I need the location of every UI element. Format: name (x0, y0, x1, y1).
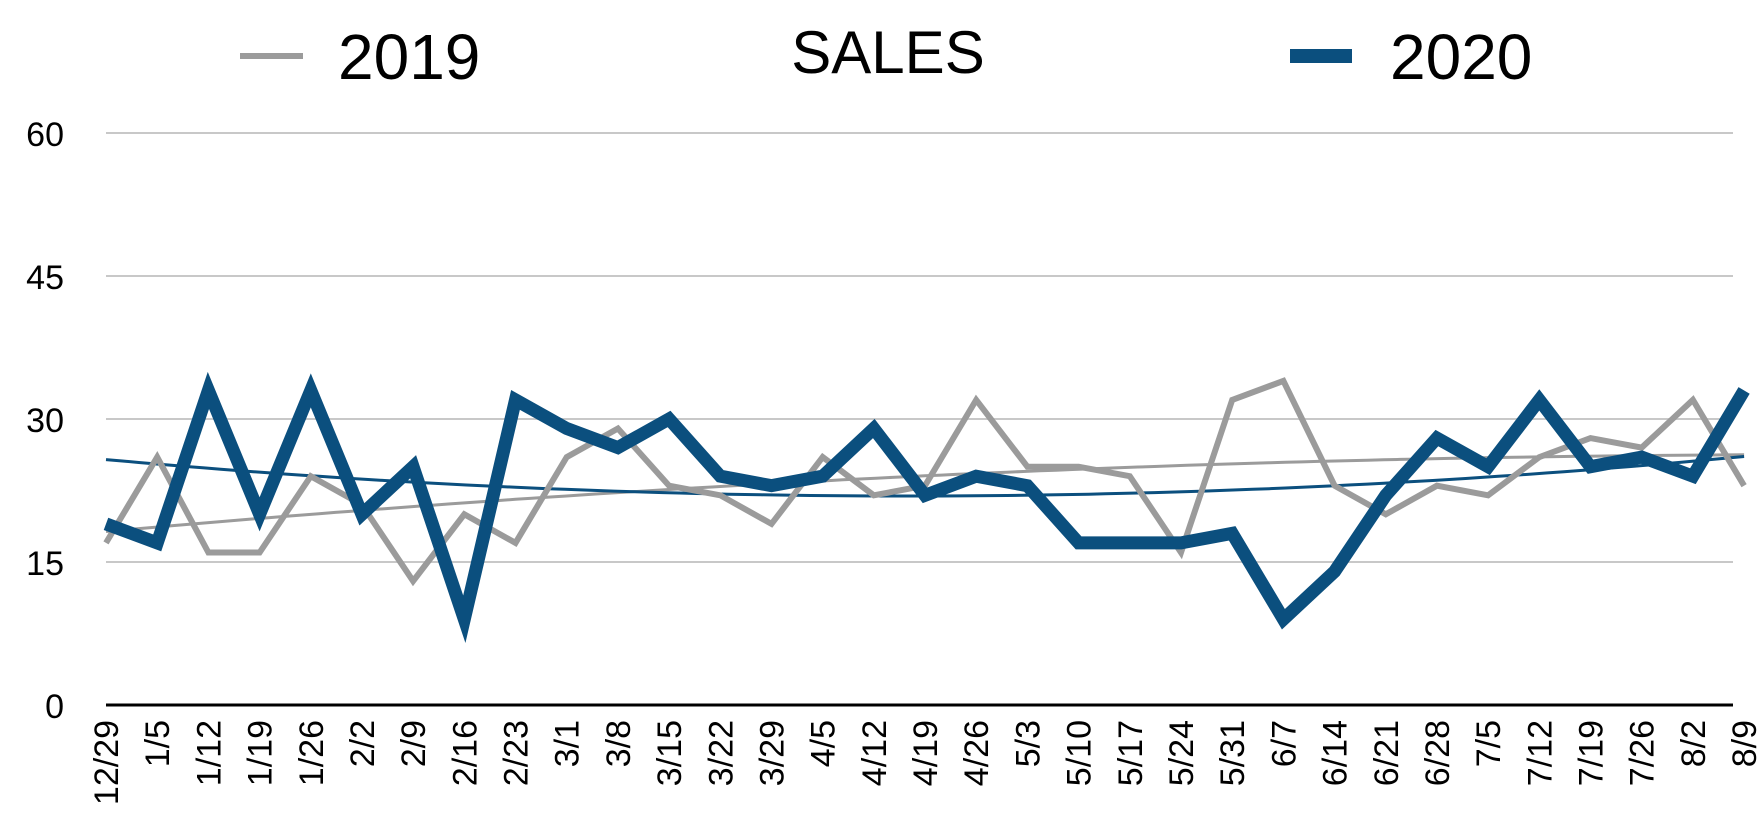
gridlines (106, 132, 1733, 563)
y-tick-label: 15 (26, 545, 64, 583)
x-tick-label: 2/23 (498, 720, 536, 786)
x-tick-label: 7/5 (1470, 720, 1508, 767)
legend-label-2019: 2019 (338, 21, 480, 93)
x-tick-label: 8/2 (1675, 720, 1713, 767)
series-lines (103, 371, 1750, 643)
x-tick-label: 6/21 (1368, 720, 1406, 786)
legend-label-2020: 2020 (1390, 21, 1532, 93)
x-tick-label: 4/5 (805, 720, 843, 767)
x-tick-label: 12/29 (88, 720, 126, 805)
x-tick-label: 5/3 (1009, 720, 1047, 767)
y-axis: 0 15 30 45 60 (26, 116, 64, 726)
x-tick-label: 4/26 (958, 720, 996, 786)
y-tick-label: 30 (26, 402, 64, 440)
x-tick-label: 3/29 (753, 720, 791, 786)
x-tick-label: 1/19 (242, 720, 280, 786)
x-tick-label: 3/22 (702, 720, 740, 786)
x-tick-label: 5/24 (1163, 720, 1201, 786)
x-tick-label: 1/12 (190, 720, 228, 786)
x-tick-label: 3/1 (549, 720, 587, 767)
x-tick-label: 1/5 (139, 720, 177, 767)
x-axis: 12/29 1/5 1/12 1/19 1/26 2/2 2/9 2/16 2/23 3/1 3/8… (88, 720, 1763, 805)
x-tick-label: 6/14 (1317, 720, 1355, 786)
legend: 2019 SALES 2020 (240, 19, 1532, 93)
x-tick-label: 7/19 (1573, 720, 1611, 786)
y-tick-label: 0 (45, 688, 64, 726)
x-tick-label: 4/19 (907, 720, 945, 786)
y-tick-label: 45 (26, 259, 64, 297)
x-tick-label: 7/12 (1521, 720, 1559, 786)
x-tick-label: 5/17 (1112, 720, 1150, 786)
x-tick-label: 5/31 (1214, 720, 1252, 786)
x-tick-label: 6/28 (1419, 720, 1457, 786)
x-tick-label: 3/8 (600, 720, 638, 767)
chart-title: SALES (791, 19, 984, 86)
x-tick-label: 4/12 (856, 720, 894, 786)
x-tick-label: 5/10 (1061, 720, 1099, 786)
x-tick-label: 3/15 (651, 720, 689, 786)
series-line-2020 (103, 371, 1750, 643)
x-tick-label: 7/26 (1624, 720, 1662, 786)
x-tick-label: 6/7 (1265, 720, 1303, 767)
y-tick-label: 60 (26, 116, 64, 154)
x-tick-label: 2/2 (344, 720, 382, 767)
x-tick-label: 1/26 (293, 720, 331, 786)
x-tick-label: 2/16 (446, 720, 484, 786)
x-tick-label: 2/9 (395, 720, 433, 767)
x-tick-label: 8/9 (1726, 720, 1763, 767)
